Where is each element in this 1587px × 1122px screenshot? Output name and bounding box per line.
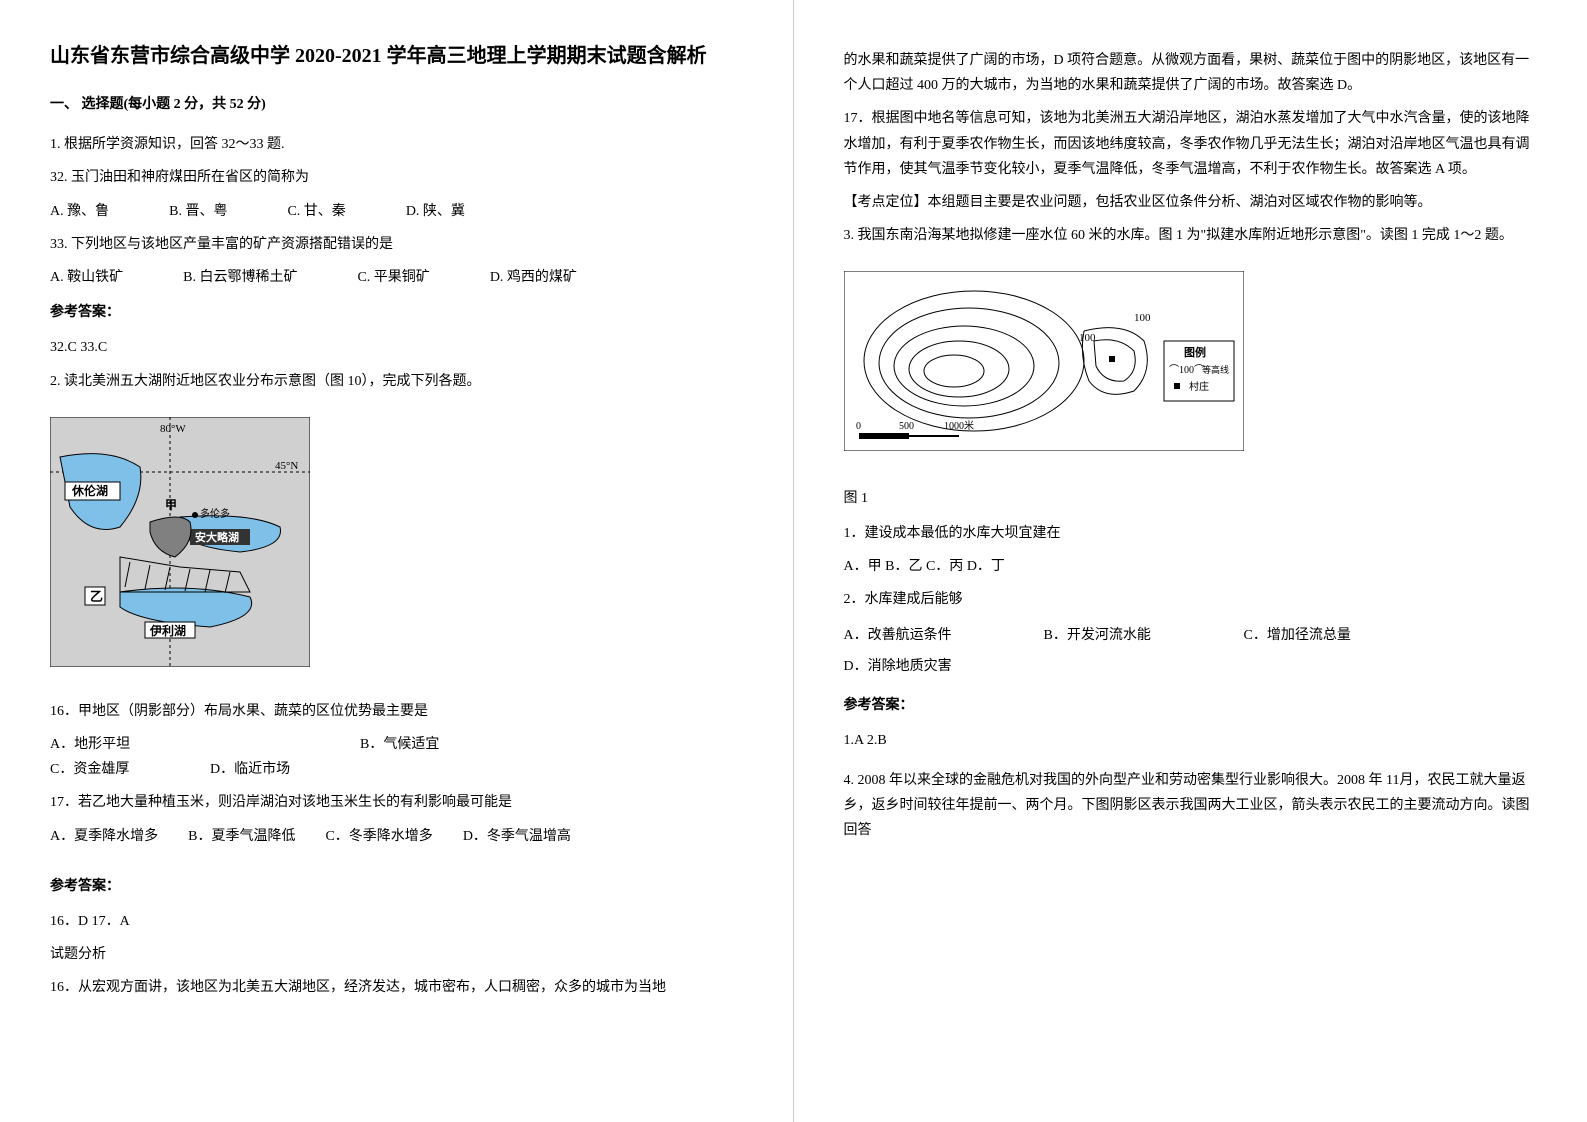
q32-options: A. 豫、鲁 B. 晋、粤 C. 甘、秦 D. 陕、冀 [50,199,743,224]
fig1-caption: 图 1 [844,486,1538,511]
sub2-opt-c: C．增加径流总量 [1244,623,1444,648]
q16-opt-d: D．临近市场 [210,757,360,782]
q33-text: 33. 下列地区与该地区产量丰富的矿产资源搭配错误的是 [50,232,743,257]
q33-opt-b: B. 白云鄂博稀土矿 [183,265,297,290]
legend-title: 图例 [1184,345,1206,359]
sub1-opt-b: B．乙 [885,559,922,574]
legend-contour: 等高线 [1202,364,1229,375]
q2-answer: 16．D 17．A [50,909,743,934]
analysis16-part1: 16．从宏观方面讲，该地区为北美五大湖地区，经济发达，城市密布，人口稠密，众多的… [50,975,743,1000]
q17-options: A．夏季降水增多 B．夏季气温降低 C．冬季降水增多 D．冬季气温增高 [50,824,743,849]
lon-label: 80°W [160,423,186,435]
q32-text: 32. 玉门油田和神府煤田所在省区的简称为 [50,165,743,190]
q17-text: 17．若乙地大量种植玉米，则沿岸湖泊对该地玉米生长的有利影响最可能是 [50,790,743,815]
svg-text:⌒100⌒: ⌒100⌒ [1169,364,1204,376]
scale-1000: 1000米 [944,419,974,432]
legend-village: 村庄 [1189,380,1209,393]
q3-stem: 3. 我国东南沿海某地拟修建一座水位 60 米的水库。图 1 为"拟建水库附近地… [844,223,1538,248]
q17-opt-c: C．冬季降水增多 [325,824,432,849]
q33-opt-c: C. 平果铜矿 [357,265,429,290]
lat-label: 45°N [275,460,298,472]
contour-map: 100 100 0 500 1000米 图例 ⌒100⌒ 等高线 村庄 [844,271,1244,451]
q17-opt-a: A．夏季降水增多 [50,824,158,849]
q3-sub2: 2．水库建成后能够 [844,587,1538,612]
q2-stem: 2. 读北美洲五大湖附近地区农业分布示意图（图 10），完成下列各题。 [50,369,743,394]
q2-answer-label: 参考答案： [50,874,743,899]
analysis17: 17．根据图中地名等信息可知，该地为北美洲五大湖沿岸地区，湖泊水蒸发增加了大气中… [844,106,1538,182]
q33-opt-d: D. 鸡西的煤矿 [490,265,577,290]
great-lakes-map: 80°W 45°N 休伦湖 安大略湖 伊利湖 甲 多伦多 乙 [50,417,310,667]
contour-100-2: 100 [1079,332,1096,344]
region-jia: 甲 [165,498,177,512]
region-yi: 乙 [90,589,103,604]
analysis-header: 试题分析 [50,942,743,967]
q17-opt-b: B．夏季气温降低 [188,824,295,849]
q17-opt-d: D．冬季气温增高 [463,824,571,849]
sub1-opt-a: A．甲 [844,559,882,574]
q1-answer-label: 参考答案： [50,300,743,325]
q3-sub1: 1．建设成本最低的水库大坝宜建在 [844,521,1538,546]
sub2-opt-b: B．开发河流水能 [1044,623,1244,648]
lake-huron-label: 休伦湖 [71,483,108,498]
section-header: 一、 选择题(每小题 2 分，共 52 分) [50,92,743,117]
scale-0: 0 [856,421,861,432]
q16-opt-a: A．地形平坦 [50,732,300,757]
q32-opt-a: A. 豫、鲁 [50,199,109,224]
q4-stem: 4. 2008 年以来全球的金融危机对我国的外向型产业和劳动密集型行业影响很大。… [844,768,1538,844]
sub2-opt-d: D．消除地质灾害 [844,654,1044,679]
q3-answer-label: 参考答案： [844,693,1538,718]
q16-text: 16．甲地区（阴影部分）布局水果、蔬菜的区位优势最主要是 [50,699,743,724]
q3-answer: 1.A 2.B [844,728,1538,753]
q3-sub1-options: A．甲 B．乙 C．丙 D．丁 [844,554,1538,579]
q16-opt-b: B．气候适宜 [360,732,560,757]
analysis16-part2: 的水果和蔬菜提供了广阔的市场，D 项符合题意。从微观方面看，果树、蔬菜位于图中的… [844,48,1538,98]
q16-options: A．地形平坦 B．气候适宜 C．资金雄厚 D．临近市场 [50,732,743,782]
sub2-opt-a: A．改善航运条件 [844,623,1044,648]
q1-answer: 32.C 33.C [50,335,743,360]
lake-ontario-label: 安大略湖 [195,530,239,544]
sub1-opt-d: D．丁 [967,559,1005,574]
scale-500: 500 [899,421,914,432]
city-toronto: 多伦多 [200,507,230,520]
q32-opt-d: D. 陕、冀 [406,199,465,224]
q33-options: A. 鞍山铁矿 B. 白云鄂博稀土矿 C. 平果铜矿 D. 鸡西的煤矿 [50,265,743,290]
q3-sub2-options: A．改善航运条件 B．开发河流水能 C．增加径流总量 D．消除地质灾害 [844,620,1538,682]
focus-point: 【考点定位】本组题目主要是农业问题，包括农业区位条件分析、湖泊对区域农作物的影响… [844,190,1538,215]
contour-100-1: 100 [1134,312,1151,324]
q16-opt-c: C．资金雄厚 [50,757,150,782]
q1-stem: 1. 根据所学资源知识，回答 32～33 题. [50,132,743,157]
q32-opt-c: C. 甘、秦 [287,199,345,224]
q32-opt-b: B. 晋、粤 [169,199,227,224]
q33-opt-a: A. 鞍山铁矿 [50,265,123,290]
sub1-opt-c: C．丙 [926,559,963,574]
lake-erie-label: 伊利湖 [149,623,186,638]
document-title: 山东省东营市综合高级中学 2020-2021 学年高三地理上学期期末试题含解析 [50,40,743,72]
